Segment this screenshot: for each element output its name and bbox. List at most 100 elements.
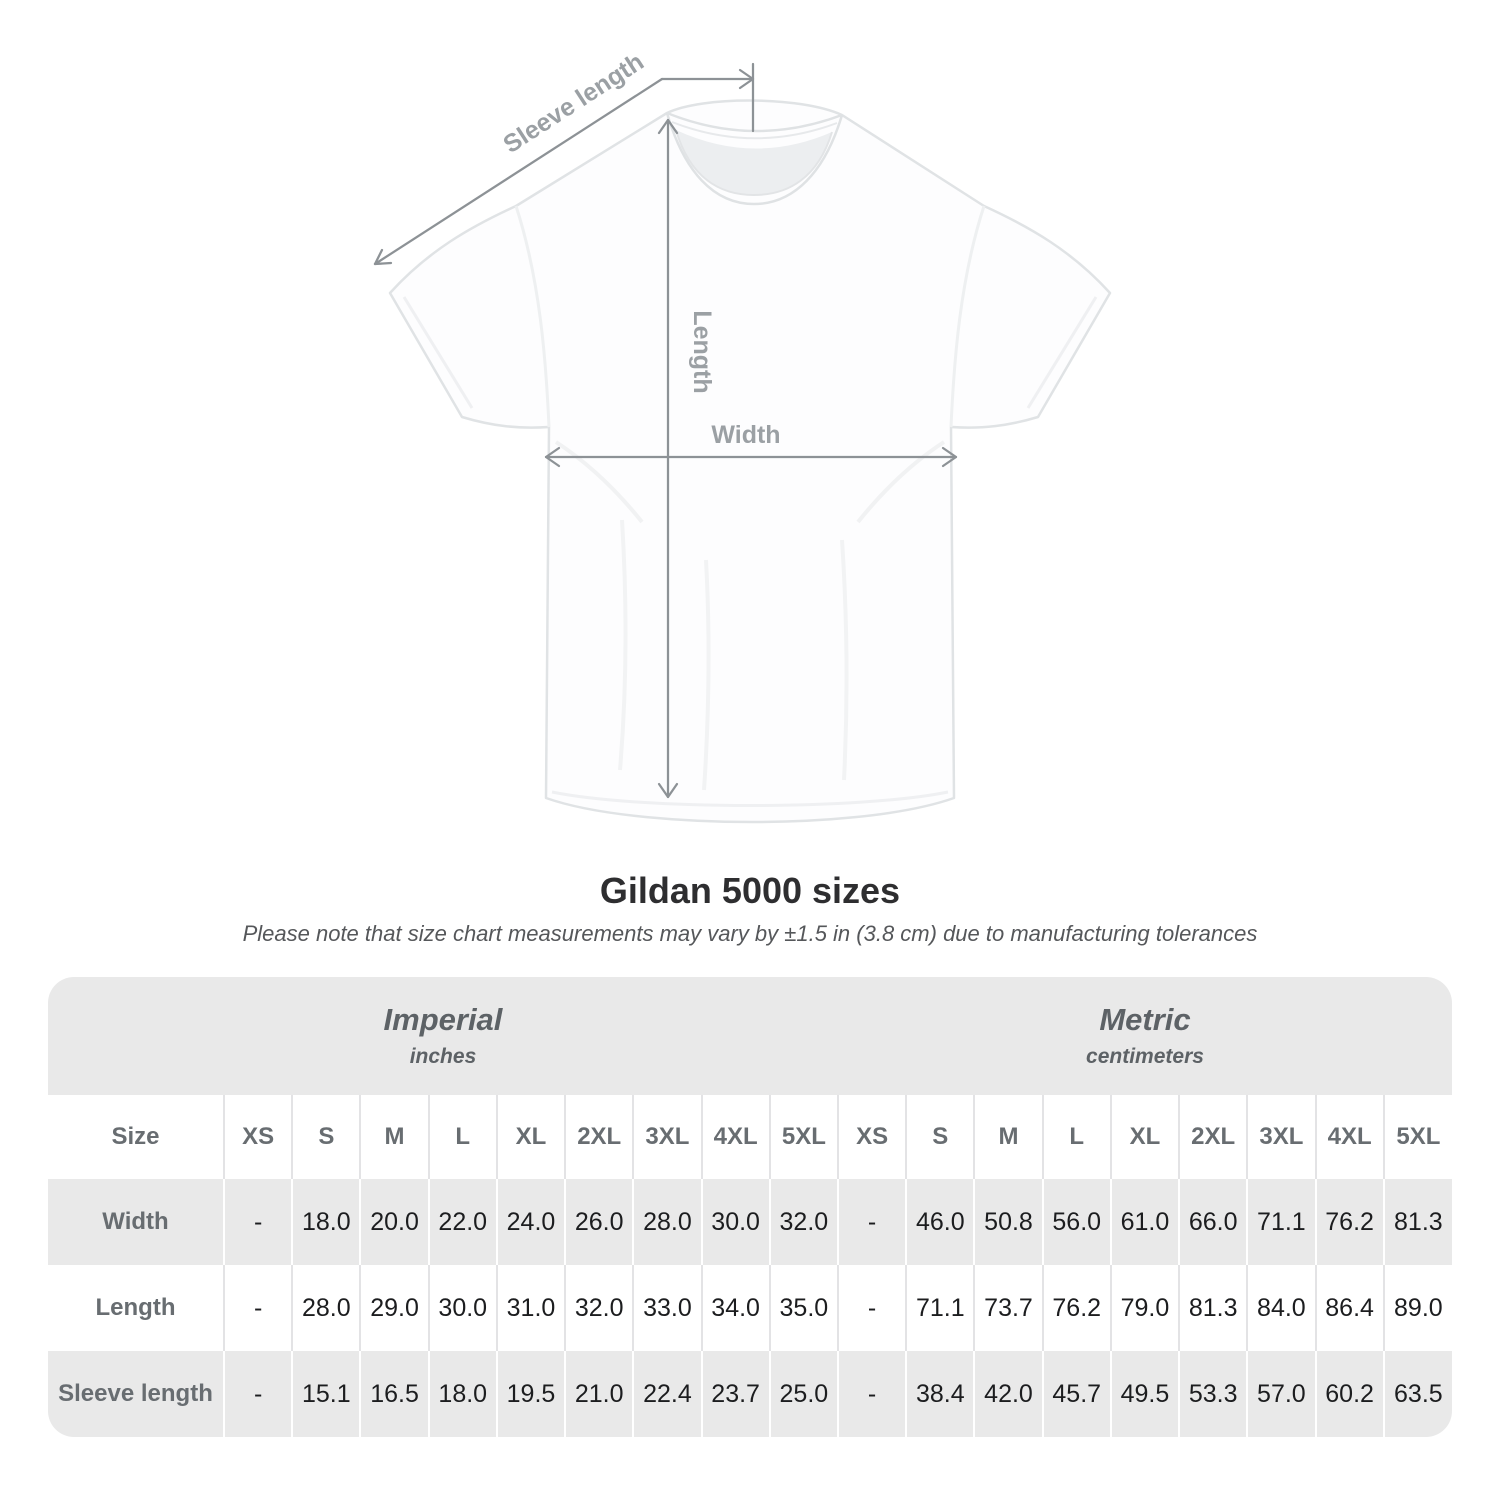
measurement-cell: 45.7	[1041, 1351, 1111, 1437]
measurement-cell: 61.0	[1109, 1179, 1180, 1265]
size-header-metric-5xl: 5XL	[1382, 1095, 1452, 1179]
measurement-cell: 84.0	[1246, 1265, 1316, 1351]
size-header-metric-3xl: 3XL	[1246, 1095, 1316, 1179]
row-label: Width	[48, 1179, 224, 1265]
tshirt-measurement-diagram: Width Length Sleeve length	[373, 48, 1112, 824]
measurement-cell: 38.4	[905, 1351, 975, 1437]
size-header-row: Size XS S M L XL 2XL 3XL 4XL 5XL XS S M L XL 2XL 3XL 4XL 5…	[48, 1095, 1452, 1179]
hem-seam	[551, 790, 949, 807]
collar	[665, 111, 844, 206]
measurement-cell: 33.0	[632, 1265, 702, 1351]
measurement-cell: 32.0	[564, 1265, 634, 1351]
size-header-imperial-s: S	[291, 1095, 361, 1179]
measurement-cell: 53.3	[1178, 1351, 1248, 1437]
wrinkle	[856, 440, 946, 524]
left-armhole-seam	[514, 205, 551, 428]
size-header-metric-s: S	[905, 1095, 975, 1179]
length-label: Length	[688, 310, 716, 393]
measurement-cell: 35.0	[768, 1265, 838, 1351]
measurement-cell: 71.1	[1246, 1179, 1316, 1265]
measurement-cell: 24.0	[495, 1179, 566, 1265]
measurement-cell: 18.0	[427, 1351, 497, 1437]
measurement-cell: 18.0	[291, 1179, 361, 1265]
measurement-cell: 66.0	[1178, 1179, 1248, 1265]
size-header-imperial-l: L	[427, 1095, 497, 1179]
measurement-cell: 30.0	[700, 1179, 770, 1265]
measurement-row-width: Width -18.0 20.0 22.0 24.0 26.0 28.0 30.0 32.0-4…	[48, 1179, 1452, 1265]
measurement-cell: 73.7	[973, 1265, 1043, 1351]
size-header-metric-4xl: 4XL	[1314, 1095, 1384, 1179]
measurement-cell: 29.0	[359, 1265, 429, 1351]
width-label: Width	[711, 421, 780, 449]
measurement-cell: 25.0	[768, 1351, 838, 1437]
measurement-cell: 28.0	[632, 1179, 702, 1265]
measurement-cell: 76.2	[1041, 1265, 1111, 1351]
measurement-cell: 15.1	[291, 1351, 361, 1437]
row-label: Sleeve length	[48, 1351, 224, 1437]
measurement-cell: 21.0	[564, 1351, 634, 1437]
size-header-imperial-xl: XL	[495, 1095, 566, 1179]
imperial-group-unit: inches	[409, 1045, 477, 1068]
measurement-cell: 81.3	[1178, 1265, 1248, 1351]
measurement-cell: 71.1	[905, 1265, 975, 1351]
measurement-cell: 89.0	[1382, 1265, 1452, 1351]
measurement-cell: 46.0	[905, 1179, 975, 1265]
measurement-cell: 49.5	[1109, 1351, 1180, 1437]
size-header-metric-xl: XL	[1109, 1095, 1180, 1179]
page-title: Gildan 5000 sizes	[599, 870, 901, 911]
collar-back-seam	[671, 121, 838, 140]
row-label: Length	[48, 1265, 224, 1351]
measurement-row-length: Length -28.0 29.0 30.0 31.0 32.0 33.0 34.0 35.0-…	[48, 1265, 1452, 1351]
measurement-cell: 20.0	[359, 1179, 429, 1265]
measurement-cell: 28.0	[291, 1265, 361, 1351]
wrinkle	[840, 539, 849, 781]
tolerance-note: Please note that size chart measurements…	[242, 921, 1258, 946]
collar-front-inner-edge	[675, 129, 833, 197]
size-header-imperial-xs: XS	[222, 1095, 293, 1179]
size-chart-table: Imperial inches Metric centimeters Size X…	[48, 977, 1452, 1437]
measurement-row-sleeve-length: Sleeve length -15.1 16.5 18.0 19.5 21.0 22.4 23…	[48, 1351, 1452, 1437]
size-table-grid: Imperial inches Metric centimeters Size X…	[48, 977, 1452, 1437]
measurement-cell: -	[222, 1351, 293, 1437]
wrinkle	[618, 519, 628, 771]
measurement-cell: 23.7	[700, 1351, 770, 1437]
measurement-cell: 30.0	[427, 1265, 497, 1351]
collar-opening	[676, 130, 832, 195]
measurement-cell: 32.0	[768, 1179, 838, 1265]
tshirt-graphic	[388, 99, 1112, 824]
size-header-metric-l: L	[1041, 1095, 1111, 1179]
size-header-imperial-5xl: 5XL	[768, 1095, 838, 1179]
size-chart-page: Width Length Sleeve length Gildan 5000 s…	[48, 48, 1452, 1437]
size-header-metric-xs: XS	[836, 1095, 907, 1179]
measurement-cell: 86.4	[1314, 1265, 1384, 1351]
collar-front-seam	[665, 112, 844, 206]
measurement-cell: 22.0	[427, 1179, 497, 1265]
metric-group-unit: centimeters	[1086, 1045, 1204, 1068]
measurement-cell: -	[836, 1179, 907, 1265]
measurement-cell: 63.5	[1382, 1351, 1452, 1437]
measurement-cell: 57.0	[1246, 1351, 1316, 1437]
unit-group-row: Imperial inches Metric centimeters	[48, 977, 1452, 1095]
size-header-metric-m: M	[973, 1095, 1043, 1179]
length-arrow	[657, 118, 679, 799]
size-header-imperial-2xl: 2XL	[564, 1095, 634, 1179]
size-header-metric-2xl: 2XL	[1178, 1095, 1248, 1179]
size-header-imperial-4xl: 4XL	[700, 1095, 770, 1179]
measurement-cell: -	[836, 1265, 907, 1351]
measurement-cell: 79.0	[1109, 1265, 1180, 1351]
wrinkle	[554, 440, 644, 524]
size-header-imperial-m: M	[359, 1095, 429, 1179]
size-header-imperial-3xl: 3XL	[632, 1095, 702, 1179]
measurement-annotations	[373, 62, 958, 799]
imperial-group-label: Imperial	[383, 1002, 503, 1037]
measurement-cell: -	[222, 1179, 293, 1265]
measurement-cell: 60.2	[1314, 1351, 1384, 1437]
measurement-cell: 76.2	[1314, 1179, 1384, 1265]
width-arrow	[544, 446, 958, 468]
metric-group-header: Metric centimeters	[837, 977, 1452, 1095]
left-cuff-seam	[402, 296, 474, 409]
measurement-cell: 26.0	[564, 1179, 634, 1265]
measurement-cell: -	[222, 1265, 293, 1351]
sleeve-length-arrow	[373, 62, 755, 266]
size-column-header: Size	[48, 1095, 224, 1179]
